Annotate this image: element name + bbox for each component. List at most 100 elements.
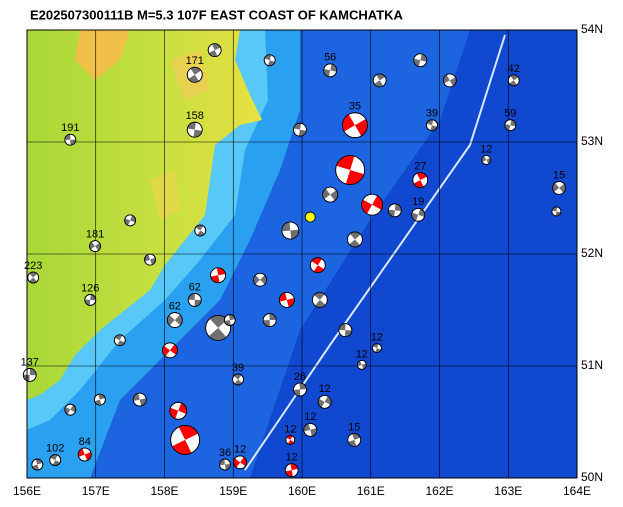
ball-quadrant [269,313,277,321]
ball-quadrant [376,73,386,81]
beachball [64,403,77,416]
ball-rim [372,73,387,88]
lon-label: 162E [425,484,453,498]
lon-label: 156E [13,484,41,498]
ball-quadrant [84,299,91,306]
event-label: 223 [24,260,42,272]
beachball [361,193,384,216]
beachball [219,458,231,471]
ball-quadrant [208,327,227,341]
beachball [335,155,366,185]
ball-quadrant [311,257,322,266]
ball-rim [311,292,328,308]
event-label: 137 [21,356,39,368]
ball-quadrant [486,157,491,164]
beachball [31,458,44,471]
beachball [311,292,328,308]
ball-quadrant [504,124,511,131]
ball-quadrant [188,293,195,300]
lat-label: 51N [581,358,603,372]
ball-rim [194,224,207,237]
ball-rim [412,172,429,188]
event-label: 12 [371,331,383,343]
ball-rim [186,121,203,138]
ball-quadrant [228,314,236,321]
ball-rim [285,435,296,445]
ball-quadrant [260,275,267,285]
lat-label: 50N [581,470,603,484]
ball-rim [347,433,362,447]
ball-rim [442,73,457,88]
ball-rim [27,271,40,284]
ball-rim [232,373,244,386]
ball-quadrant [190,67,201,75]
ball-quadrant [194,299,202,307]
ball-quadrant [388,209,395,217]
ball-quadrant [64,134,71,140]
ball-quadrant [263,320,270,327]
beachball [84,294,97,306]
lon-label: 163E [494,484,522,498]
ball-quadrant [281,222,291,232]
beachball [124,214,137,227]
lon-label: 157E [82,484,110,498]
ball-quadrant [29,368,37,376]
ball-quadrant [510,119,516,127]
beachball [322,186,339,203]
ball-rim [207,43,222,58]
beachball [89,240,101,253]
beachball [27,271,40,284]
ball-quadrant [314,292,325,300]
ball-quadrant [90,294,96,301]
ball-rim [22,368,37,382]
ball-rim [187,293,202,307]
ball-quadrant [286,435,293,440]
beachball [284,463,299,478]
ball-quadrant [240,457,247,467]
ball-quadrant [342,114,355,132]
ball-rim [335,155,366,185]
beachball [372,73,387,88]
ball-quadrant [89,241,96,250]
beachball [210,267,227,284]
beachball [263,54,276,67]
ball-rim [124,214,137,227]
event-label: 42 [508,63,520,75]
beachball [64,133,77,146]
beachball [281,221,300,240]
ball-quadrant [361,363,367,370]
ball-rim [170,425,201,455]
beachball [262,313,277,327]
ball-quadrant [293,123,302,130]
beachball [309,257,326,274]
event-label: 12 [284,423,296,435]
beachball [507,74,520,87]
ball-rim [293,122,307,137]
event-label: 39 [426,108,438,120]
ball-rim [64,133,77,146]
ball-quadrant [481,156,487,163]
beachball [347,231,363,248]
beachball [22,368,37,382]
beachball [356,359,367,370]
beachball [223,314,236,326]
ball-quadrant [167,314,175,326]
ball-quadrant [552,182,560,193]
beachball [77,447,92,462]
ball-rim [49,454,62,466]
beachball [504,119,517,132]
event-label: 102 [46,442,64,454]
ball-quadrant [233,373,242,380]
frame [26,29,578,479]
ball-quadrant [372,343,379,349]
ball-rim [278,292,295,308]
ball-quadrant [193,129,203,138]
event-label: 171 [186,55,204,67]
event-label: 158 [186,110,204,122]
beachball [166,312,183,328]
ball-rim [361,193,384,216]
lon-label: 164E [563,484,591,498]
ball-quadrant [233,458,241,468]
beachball [170,425,201,455]
event-label: 59 [504,108,516,120]
